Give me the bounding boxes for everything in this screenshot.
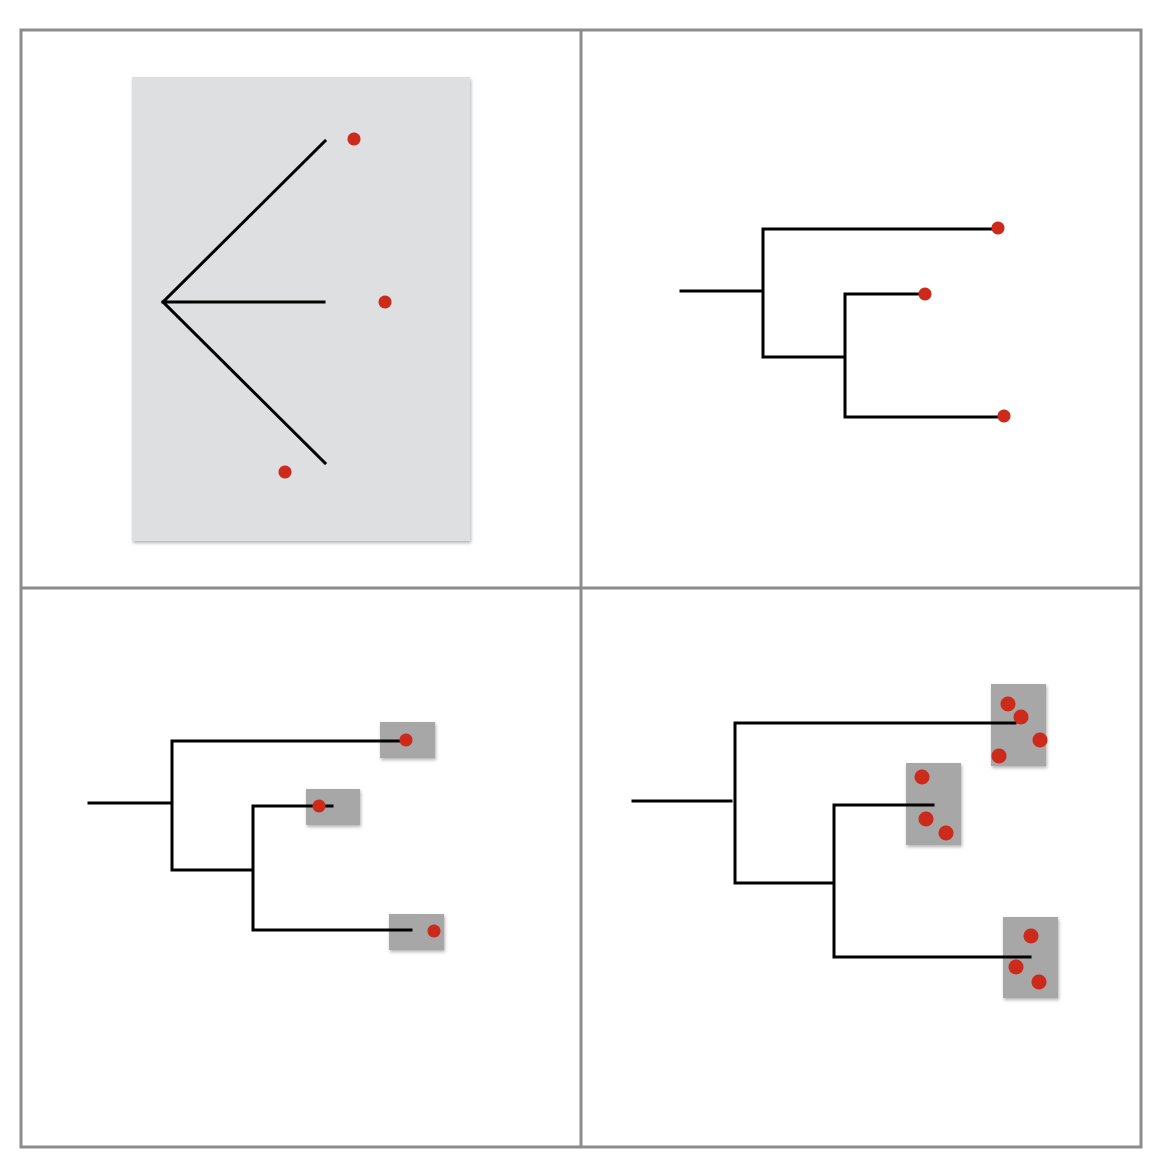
tip-point [918, 287, 932, 301]
panel-sheet [132, 77, 470, 541]
panel-star-tree [132, 77, 470, 541]
panel-tree-with-samples [631, 684, 1058, 998]
branch-upper [160, 138, 328, 305]
tip-point [1023, 928, 1039, 944]
tip-point [312, 799, 326, 813]
tip-point [997, 409, 1011, 423]
tip-point [991, 748, 1007, 764]
tip-point [938, 825, 954, 841]
tip-point [1013, 709, 1029, 725]
branch-lower [160, 299, 328, 466]
tip-point [1008, 959, 1024, 975]
panel-rooted-tree [679, 221, 1011, 423]
panel-tree-with-boxes [87, 722, 444, 950]
tip-point [1031, 974, 1047, 990]
tip-point [278, 465, 292, 479]
tip-point [991, 221, 1005, 235]
tip-point [918, 811, 934, 827]
tip-point [1000, 696, 1016, 712]
tip-point [378, 295, 392, 309]
tip-point [427, 924, 441, 938]
panel-grid [19, 28, 1143, 1149]
tip-point [914, 769, 930, 785]
tip-point [399, 733, 413, 747]
tip-point [1032, 732, 1048, 748]
tip-point [347, 132, 361, 146]
